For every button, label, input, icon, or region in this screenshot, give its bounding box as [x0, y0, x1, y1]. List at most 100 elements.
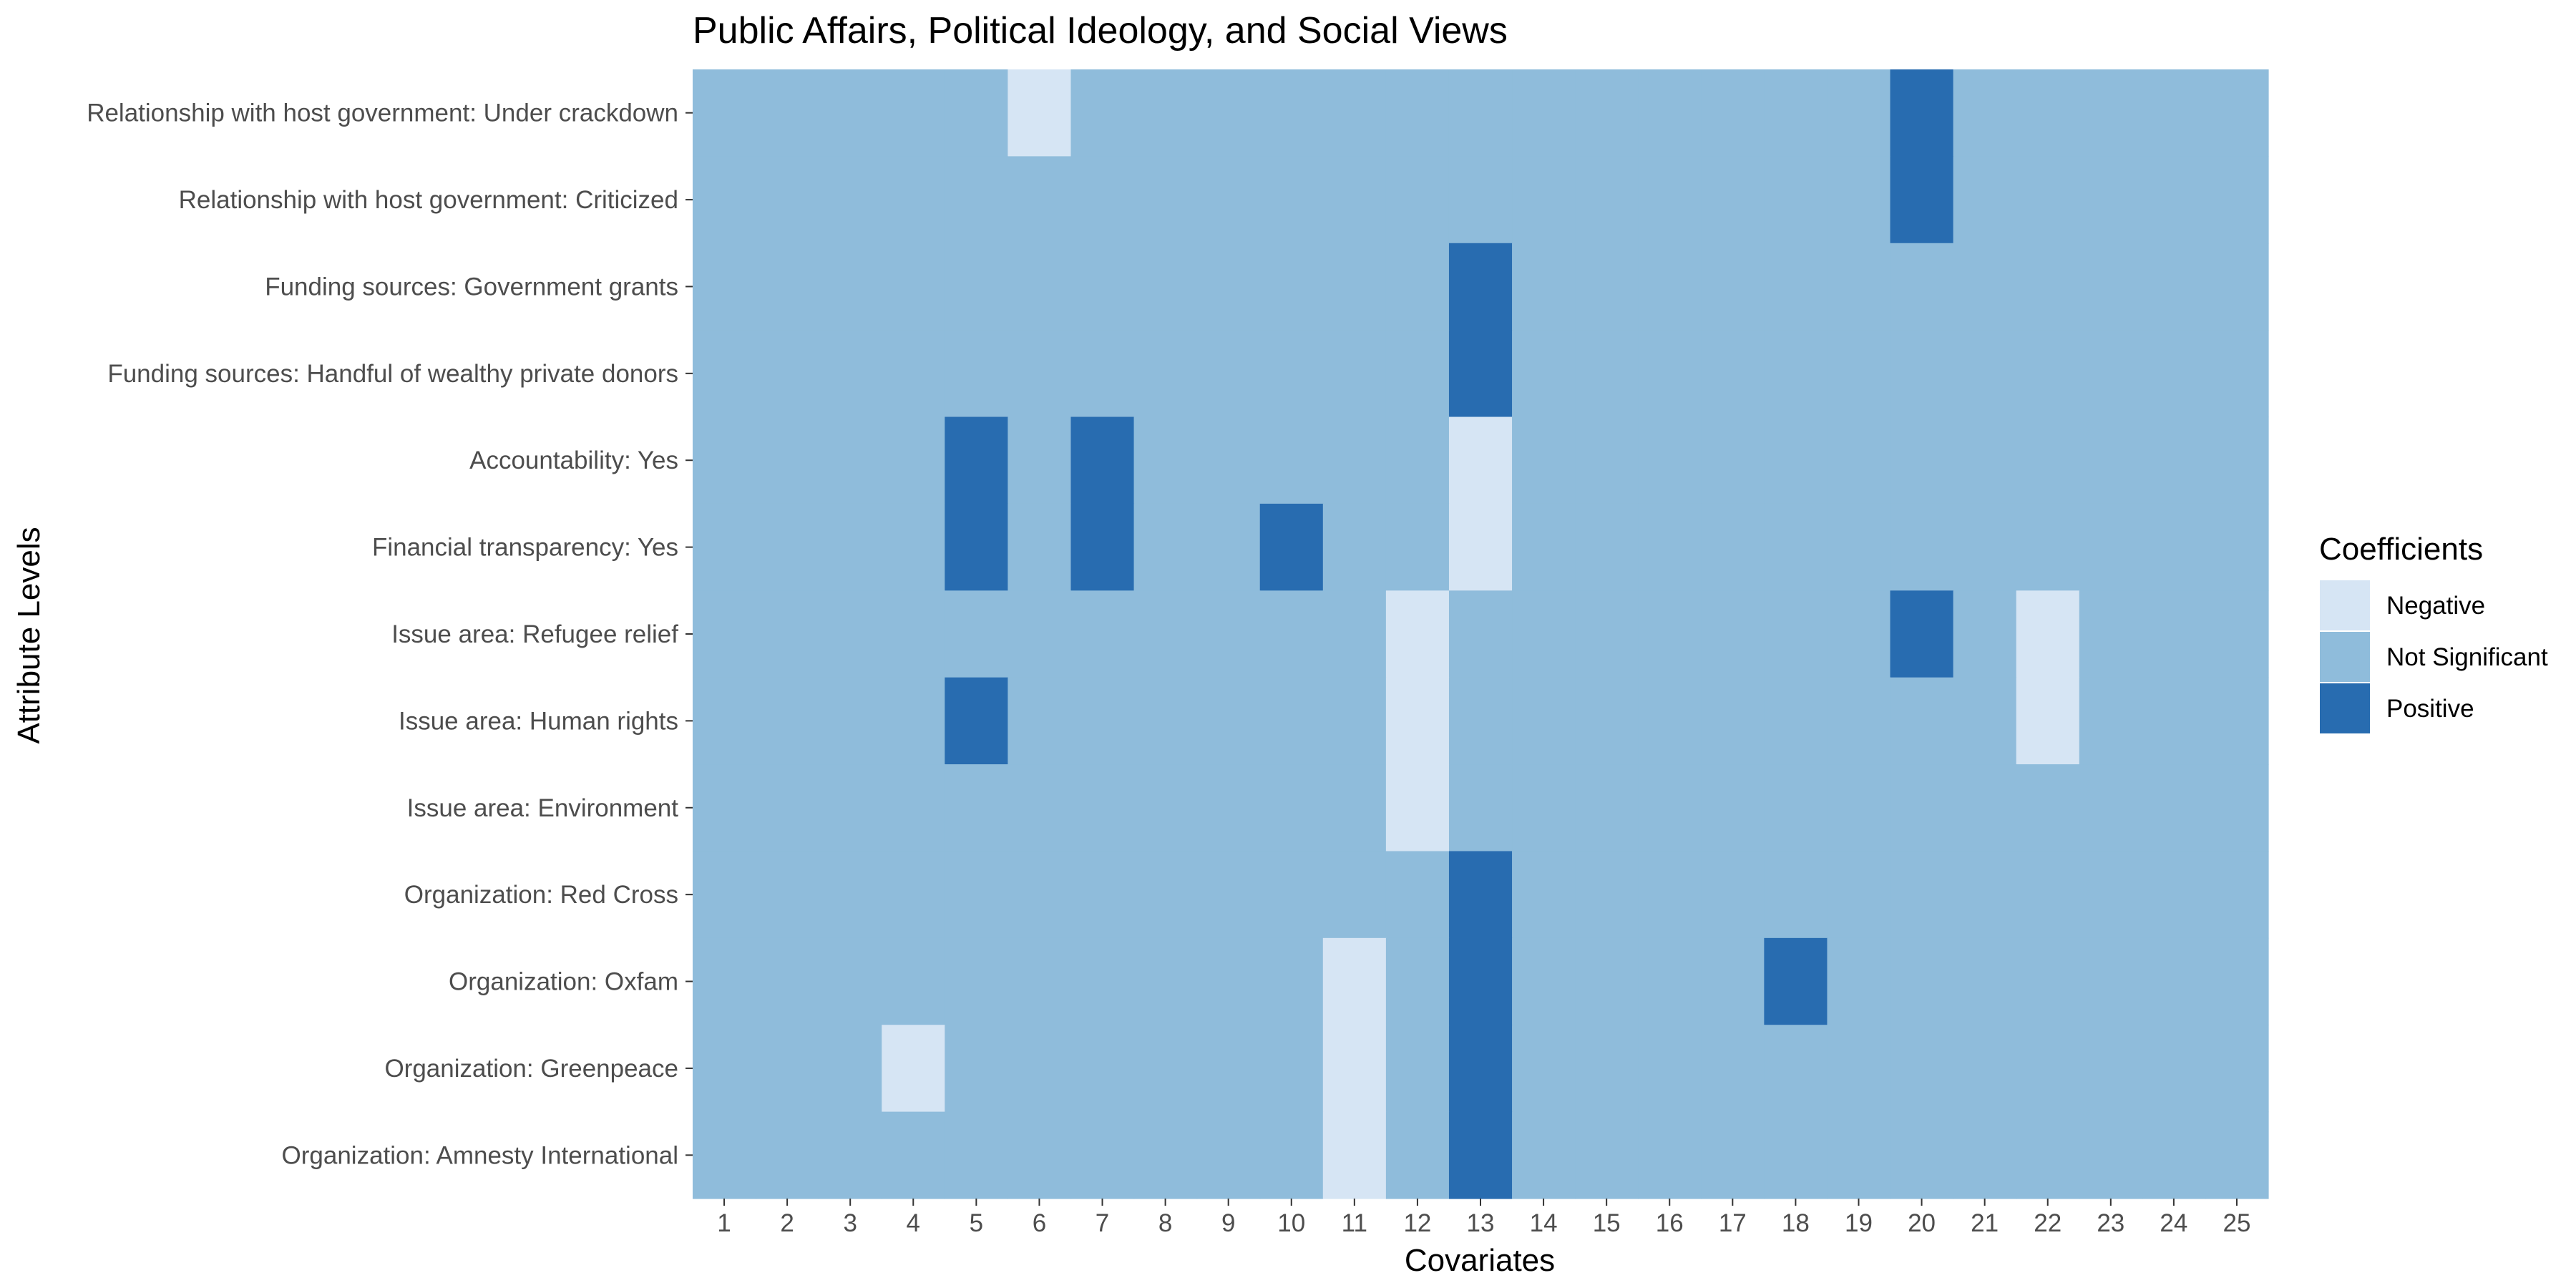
heatmap-cell [1196, 416, 1261, 504]
heatmap-cell [1953, 937, 2017, 1025]
heatmap-cell [1322, 69, 1387, 157]
heatmap-cell [2016, 851, 2080, 939]
heatmap-cell [1322, 156, 1387, 244]
heatmap-cell [1196, 937, 1261, 1025]
x-tick-label: 22 [2034, 1209, 2062, 1237]
x-tick-label: 14 [1530, 1209, 1558, 1237]
heatmap-cell [1322, 1025, 1387, 1113]
heatmap-cell [1575, 503, 1639, 591]
heatmap-cell [1512, 503, 1576, 591]
heatmap-cell [693, 937, 756, 1025]
heatmap-cell [1638, 156, 1702, 244]
heatmap-cell [2016, 156, 2080, 244]
x-tick-label: 8 [1158, 1209, 1172, 1237]
heatmap-cell [1070, 590, 1135, 678]
heatmap-cell [819, 1025, 882, 1113]
heatmap-cell [1512, 156, 1576, 244]
heatmap-cell [819, 677, 882, 765]
heatmap-cell [882, 937, 945, 1025]
heatmap-cell [1764, 764, 1828, 852]
heatmap-cell [1638, 677, 1702, 765]
heatmap-cell [2016, 69, 2080, 157]
heatmap-cell [1701, 330, 1765, 418]
x-tick-label: 3 [843, 1209, 857, 1237]
legend-label: Negative [2386, 592, 2485, 620]
heatmap-cell [756, 156, 819, 244]
heatmap-cell [1385, 503, 1450, 591]
heatmap-cell [1322, 503, 1387, 591]
heatmap-cell [1827, 1111, 1891, 1199]
heatmap-cell [1764, 156, 1828, 244]
heatmap-cell [1133, 416, 1198, 504]
heatmap-cell [756, 677, 819, 765]
y-tick-label: Accountability: Yes [469, 447, 678, 474]
heatmap-cell [819, 1111, 882, 1199]
heatmap-cell [756, 330, 819, 418]
heatmap-cell [756, 590, 819, 678]
heatmap-cell [1008, 69, 1072, 157]
heatmap-cell [1448, 677, 1513, 765]
heatmap-cell [2016, 937, 2080, 1025]
x-tick-label: 1 [717, 1209, 731, 1237]
heatmap-cell [2079, 764, 2143, 852]
heatmap-cell [1890, 243, 1954, 331]
heatmap-cell [1575, 1111, 1639, 1199]
heatmap-cell [1259, 677, 1324, 765]
heatmap-cell [2205, 69, 2269, 157]
heatmap-cell [1448, 937, 1513, 1025]
heatmap-cell [1575, 416, 1639, 504]
heatmap-cell [2079, 677, 2143, 765]
heatmap-cell [1638, 1025, 1702, 1113]
heatmap-cell [2142, 330, 2206, 418]
heatmap-cell [1890, 937, 1954, 1025]
heatmap-cell [2142, 937, 2206, 1025]
x-tick-label: 7 [1096, 1209, 1109, 1237]
heatmap-cell [1575, 243, 1639, 331]
x-tick-label: 17 [1719, 1209, 1747, 1237]
heatmap-cell [819, 937, 882, 1025]
heatmap-cells [693, 69, 2269, 1199]
heatmap-cell [1890, 503, 1954, 591]
heatmap-cell [1953, 1111, 2017, 1199]
heatmap-cell [2205, 156, 2269, 244]
heatmap-cell [1008, 937, 1072, 1025]
heatmap-cell [1448, 851, 1513, 939]
heatmap-cell [1638, 243, 1702, 331]
heatmap-cell [2016, 330, 2080, 418]
heatmap-cell [2079, 243, 2143, 331]
heatmap-cell [1385, 764, 1450, 852]
heatmap-cell [2205, 330, 2269, 418]
heatmap-cell [756, 851, 819, 939]
heatmap-cell [2142, 503, 2206, 591]
heatmap-cell [1575, 330, 1639, 418]
x-tick-label: 9 [1221, 1209, 1235, 1237]
heatmap-cell [1827, 416, 1891, 504]
heatmap-cell [2142, 1111, 2206, 1199]
heatmap-cell [2142, 590, 2206, 678]
y-tick-label: Funding sources: Government grants [265, 273, 678, 301]
heatmap-cell [945, 243, 1008, 331]
heatmap-cell [882, 330, 945, 418]
heatmap-cell [1448, 764, 1513, 852]
heatmap-cell [1008, 677, 1072, 765]
heatmap-cell [1259, 69, 1324, 157]
heatmap-cell [2205, 243, 2269, 331]
heatmap-cell [1827, 590, 1891, 678]
y-tick-label: Issue area: Environment [407, 794, 679, 822]
heatmap-cell [1133, 243, 1198, 331]
y-tick-label: Issue area: Refugee relief [391, 620, 678, 648]
heatmap-cell [1259, 590, 1324, 678]
heatmap-cell [945, 69, 1008, 157]
heatmap-cell [1133, 677, 1198, 765]
heatmap-cell [1512, 416, 1576, 504]
heatmap-cell [1070, 416, 1135, 504]
heatmap-cell [1259, 503, 1324, 591]
heatmap-cell [1953, 69, 2017, 157]
heatmap-cell [693, 243, 756, 331]
heatmap-cell [1322, 937, 1387, 1025]
heatmap-cell [1196, 503, 1261, 591]
y-axis: Relationship with host government: Under… [87, 99, 693, 1169]
heatmap-cell [1008, 1111, 1072, 1199]
heatmap-cell [693, 1025, 756, 1113]
heatmap-cell [1008, 851, 1072, 939]
